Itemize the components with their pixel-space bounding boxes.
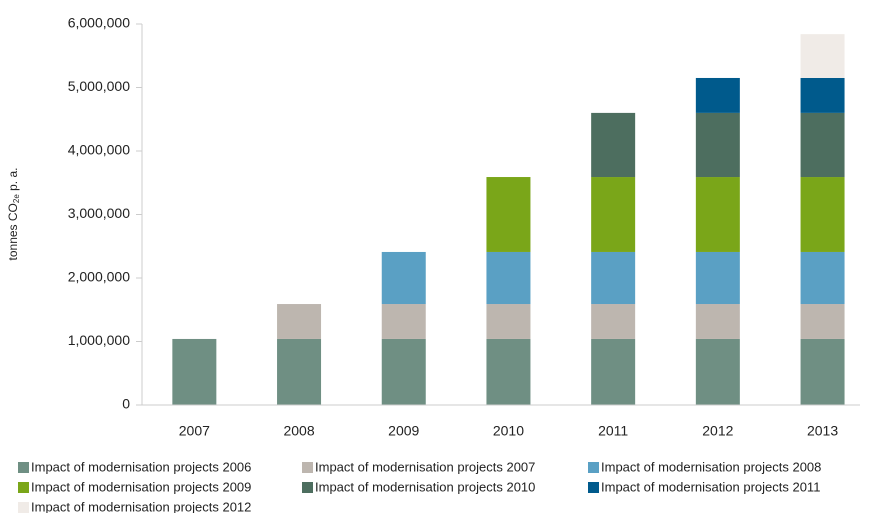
legend-label: Impact of modernisation projects 2011 <box>601 479 820 494</box>
bar-segment <box>591 304 636 339</box>
bar-segment <box>800 34 845 78</box>
y-tick-label: 2,000,000 <box>68 269 130 285</box>
x-tick-label: 2007 <box>179 423 210 439</box>
legend-label: Impact of modernisation projects 2010 <box>315 479 535 494</box>
x-tick-label: 2008 <box>283 423 314 439</box>
bar-segment <box>591 251 636 305</box>
y-tick-label: 3,000,000 <box>68 205 130 221</box>
legend-label: Impact of modernisation projects 2007 <box>315 459 535 474</box>
bar-segment <box>800 77 845 113</box>
y-axis-label: tonnes CO2e p. a. <box>6 168 21 261</box>
bar-segment <box>486 338 531 405</box>
legend-swatch <box>588 482 599 493</box>
bar-segment <box>277 338 322 405</box>
legend-label: Impact of modernisation projects 2009 <box>31 479 251 494</box>
bar-segment <box>486 251 531 305</box>
x-tick-label: 2012 <box>702 423 733 439</box>
bar-segment <box>486 304 531 339</box>
legend-swatch <box>18 482 29 493</box>
bar-segment <box>381 304 426 339</box>
bar-segment <box>800 338 845 405</box>
x-tick-label: 2011 <box>598 423 628 439</box>
legend-label: Impact of modernisation projects 2006 <box>31 459 251 474</box>
bar-segment <box>695 251 740 305</box>
bar-segment <box>486 177 531 252</box>
x-tick-label: 2013 <box>807 423 838 439</box>
y-tick-label: 1,000,000 <box>68 332 130 348</box>
bar-segment <box>695 77 740 113</box>
bar-segment <box>695 338 740 405</box>
y-label-part: tonnes CO <box>6 203 20 260</box>
bar-segment <box>695 112 740 178</box>
bar-segment <box>591 338 636 405</box>
x-tick-label: 2010 <box>493 423 524 439</box>
y-label-sub: 2e <box>12 194 21 203</box>
y-tick-label: 0 <box>122 396 130 412</box>
legend-swatch <box>302 482 313 493</box>
bar-segment <box>800 251 845 305</box>
bar-segment <box>695 177 740 252</box>
legend-swatch <box>302 462 313 473</box>
legend-label: Impact of modernisation projects 2012 <box>31 499 251 513</box>
legend-swatch <box>18 502 29 513</box>
y-tick-label: 4,000,000 <box>68 142 130 158</box>
y-tick-label: 5,000,000 <box>68 78 130 94</box>
bar-segment <box>591 177 636 252</box>
legend-swatch <box>18 462 29 473</box>
bar-segment <box>800 112 845 178</box>
bar-segment <box>591 112 636 178</box>
legend-label: Impact of modernisation projects 2008 <box>601 459 821 474</box>
bar-segment <box>277 304 322 339</box>
bar-segment <box>381 251 426 305</box>
bar-segment <box>800 304 845 339</box>
y-tick-label: 6,000,000 <box>68 15 130 31</box>
bar-segment <box>381 338 426 405</box>
bar-segment <box>695 304 740 339</box>
y-label-part: p. a. <box>6 168 20 195</box>
x-tick-label: 2009 <box>388 423 419 439</box>
legend-swatch <box>588 462 599 473</box>
bar-segment <box>800 177 845 252</box>
bar-segment <box>172 338 217 405</box>
